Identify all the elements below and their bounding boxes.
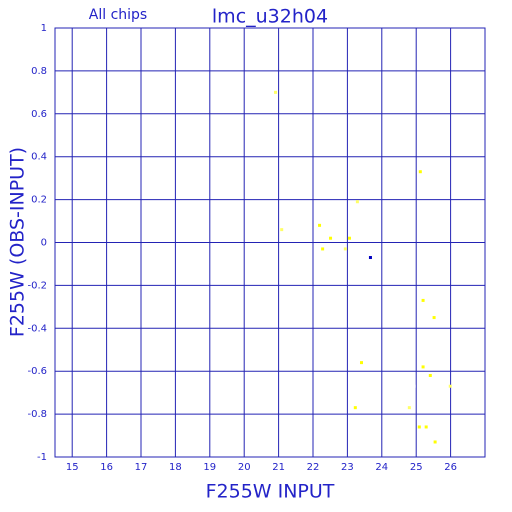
chart-subtitle: All chips bbox=[89, 7, 147, 23]
x-axis-label: F255W INPUT bbox=[206, 481, 335, 503]
y-axis-label: F255W (OBS-INPUT) bbox=[7, 147, 29, 337]
x-tick-label: 17 bbox=[135, 462, 148, 473]
y-tick-label: -1 bbox=[37, 452, 47, 463]
y-tick-label: 0.4 bbox=[31, 152, 47, 163]
x-tick-label: 23 bbox=[341, 462, 354, 473]
y-tick-label: -0.8 bbox=[27, 409, 47, 420]
data-point bbox=[329, 236, 333, 240]
data-point bbox=[280, 228, 284, 232]
data-point bbox=[428, 373, 432, 377]
data-point bbox=[424, 425, 428, 429]
x-tick-label: 19 bbox=[203, 462, 216, 473]
x-tick-label: 22 bbox=[307, 462, 320, 473]
x-tick-label: 16 bbox=[100, 462, 113, 473]
data-point bbox=[448, 384, 452, 388]
data-point bbox=[407, 406, 411, 410]
x-tick-label: 15 bbox=[66, 462, 79, 473]
data-point bbox=[360, 361, 364, 365]
y-tick-label: -0.6 bbox=[27, 366, 47, 377]
data-point bbox=[368, 256, 372, 260]
chart-title: lmc_u32h04 bbox=[212, 6, 328, 28]
data-point bbox=[321, 247, 325, 251]
data-point bbox=[421, 298, 425, 302]
y-tick-label: 0.2 bbox=[31, 195, 47, 206]
data-point bbox=[418, 170, 422, 174]
x-tick-label: 21 bbox=[272, 462, 285, 473]
x-tick-label: 20 bbox=[238, 462, 251, 473]
y-tick-label: 1 bbox=[41, 23, 47, 34]
x-tick-label: 25 bbox=[410, 462, 423, 473]
x-tick-label: 18 bbox=[169, 462, 182, 473]
y-tick-label: 0.6 bbox=[31, 109, 47, 120]
data-point bbox=[417, 425, 421, 429]
data-point bbox=[432, 316, 436, 320]
y-tick-label: 0.8 bbox=[31, 66, 47, 77]
data-point bbox=[421, 365, 425, 369]
data-point bbox=[347, 236, 351, 240]
data-point bbox=[274, 90, 278, 94]
y-tick-label: -0.4 bbox=[27, 323, 47, 334]
data-point bbox=[412, 384, 416, 388]
x-tick-label: 26 bbox=[444, 462, 457, 473]
y-tick-label: -0.2 bbox=[27, 280, 47, 291]
data-point bbox=[343, 247, 347, 251]
data-point bbox=[433, 440, 437, 444]
data-point bbox=[355, 200, 359, 204]
x-tick-label: 24 bbox=[375, 462, 388, 473]
data-point bbox=[318, 223, 322, 227]
data-point bbox=[353, 406, 357, 410]
y-tick-label: 0 bbox=[41, 238, 47, 249]
